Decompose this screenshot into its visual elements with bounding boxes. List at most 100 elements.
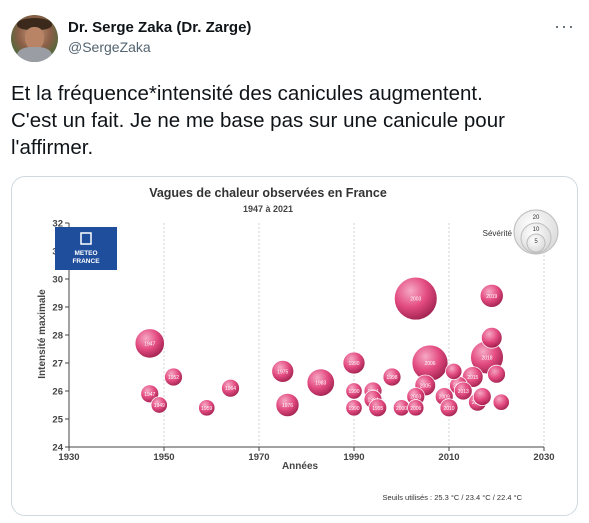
data-bubble: 1959	[198, 399, 216, 417]
legend-bubble-5	[526, 233, 546, 253]
chart-title: Vagues de chaleur observées en France	[149, 186, 387, 200]
bubble-mark	[393, 276, 438, 321]
bubble-label: 1949	[154, 403, 165, 409]
avatar-face	[25, 27, 44, 49]
data-bubble	[445, 362, 463, 381]
data-bubble: 2003	[393, 276, 438, 321]
y-axis-label: Intensité maximale	[37, 289, 48, 379]
data-bubble: 2006	[411, 344, 449, 382]
data-bubble: 1990	[345, 382, 363, 400]
avatar-hat	[17, 18, 52, 30]
y-tick-label: 26	[52, 387, 63, 398]
data-bubble: 1995	[368, 398, 388, 418]
tweet-text-line: C'est un fait. Je ne me base pas sur une…	[11, 109, 505, 132]
bubble-label: 2015	[467, 375, 478, 381]
legend-label-20: 20	[533, 215, 540, 221]
bubble-mark	[271, 359, 295, 383]
bubble-layer: 2003 2006 2018 1947 1983 1976 2019 1975 1990 2005…	[134, 276, 510, 418]
y-tick-label: 24	[52, 443, 63, 454]
data-bubble	[480, 327, 503, 349]
y-tick-label: 30	[52, 275, 63, 286]
bubble-label: 1959	[201, 406, 212, 412]
bubble-mark	[134, 328, 165, 359]
legend-title: Sévérité	[483, 229, 513, 238]
bubble-mark	[487, 364, 506, 384]
bubble-label: 2000	[396, 406, 407, 412]
tweet-media-image[interactable]: Vagues de chaleur observées en France 19…	[11, 176, 578, 516]
logo-line1: METEO	[74, 250, 97, 257]
legend-label-5: 5	[534, 239, 538, 245]
y-tick-label: 32	[52, 219, 63, 230]
data-bubble: 1990	[342, 351, 366, 375]
data-bubble: 1983	[306, 368, 335, 397]
bubble-mark	[407, 399, 425, 417]
data-bubble	[487, 364, 506, 384]
chart-axes: 1930195019701990201020302425262728293031…	[52, 219, 554, 464]
bubble-label: 1990	[348, 361, 359, 367]
data-bubble: 1975	[271, 359, 295, 383]
user-handle[interactable]: @SergeZaka	[68, 39, 151, 55]
data-bubble: 2019	[479, 283, 504, 308]
bubble-label: 2010	[443, 406, 454, 412]
severity-legend: Sévérité 20 10 5	[483, 209, 559, 255]
tweet-text-line: l'affirmer.	[11, 136, 94, 159]
bubble-label: 2019	[486, 294, 497, 300]
data-bubble	[492, 393, 510, 411]
bubble-label: 2013	[458, 389, 469, 395]
data-bubble: 1976	[275, 392, 300, 418]
bubble-label: 1983	[315, 381, 326, 387]
bubble-label: 1998	[386, 375, 397, 381]
bubble-label: 2003	[410, 297, 421, 303]
data-bubble: 2013	[453, 381, 473, 401]
avatar[interactable]	[11, 15, 58, 62]
bubble-label: 2009	[439, 395, 450, 401]
bubble-label: 2003	[410, 395, 421, 401]
y-tick-label: 28	[52, 331, 63, 342]
bubble-mark	[164, 367, 183, 387]
legend-label-10: 10	[533, 227, 540, 233]
bubble-label: 2018	[481, 355, 492, 361]
bubble-mark	[221, 378, 240, 398]
x-tick-label: 1930	[58, 452, 79, 463]
data-bubble	[472, 387, 492, 407]
bubble-label: 1975	[277, 369, 288, 375]
x-tick-label: 2030	[533, 452, 554, 463]
bubble-label: 1964	[225, 386, 236, 392]
bubble-mark	[150, 396, 168, 414]
x-tick-label: 1970	[248, 452, 269, 463]
bubble-mark	[342, 351, 366, 375]
bubble-label: 2005	[420, 383, 431, 389]
bubble-mark	[198, 399, 216, 417]
data-bubble: 1949	[150, 396, 168, 414]
data-bubble: 1998	[382, 367, 402, 387]
x-axis-label: Années	[282, 461, 319, 472]
bubble-mark	[306, 368, 335, 397]
data-bubble: 1947	[134, 328, 165, 359]
data-bubble: 1952	[164, 367, 183, 387]
bubble-mark	[345, 399, 363, 417]
logo-line2: FRANCE	[72, 258, 100, 265]
bubble-label: 2006	[424, 361, 435, 367]
more-dots-icon[interactable]: ···	[554, 16, 575, 36]
bubble-label: 1947	[144, 392, 155, 398]
bubble-mark	[275, 392, 300, 418]
data-bubble: 1964	[221, 378, 240, 398]
bubble-mark	[453, 381, 473, 401]
heatwave-chart: Vagues de chaleur observées en France 19…	[37, 186, 559, 502]
bubble-label: 1990	[348, 406, 359, 412]
bubble-mark	[480, 327, 503, 349]
display-name[interactable]: Dr. Serge Zaka (Dr. Zarge)	[68, 19, 252, 36]
tweet-text: Et la fréquence*intensité des canicules …	[11, 80, 581, 161]
bubble-mark	[368, 398, 388, 418]
x-tick-label: 2010	[438, 452, 459, 463]
x-tick-label: 1950	[153, 452, 174, 463]
bubble-label: 1995	[372, 406, 383, 412]
bubble-label: 1947	[144, 341, 155, 347]
data-bubble: 2006	[407, 399, 425, 417]
chart-footnote: Seuils utilisés : 25.3 °C / 23.4 °C / 22…	[383, 493, 523, 502]
tweet-text-line: Et la fréquence*intensité des canicules …	[11, 82, 483, 105]
y-tick-label: 29	[52, 303, 63, 314]
bubble-label: 2006	[410, 406, 421, 412]
bubble-mark	[472, 387, 492, 407]
bubble-label: 1952	[168, 375, 179, 381]
